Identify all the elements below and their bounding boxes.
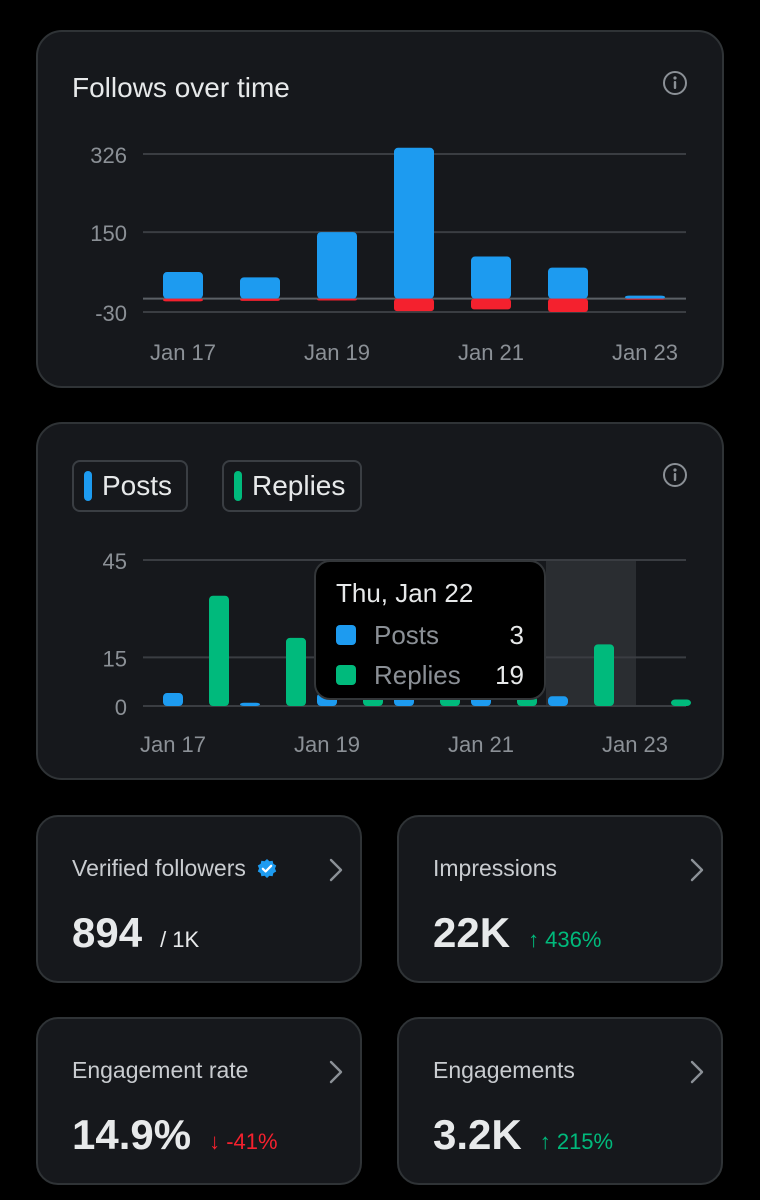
metric-value-row: 3.2K ↑ 215% bbox=[433, 1111, 613, 1159]
follows-chart-title: Follows over time bbox=[72, 72, 290, 103]
follows-bar bbox=[548, 267, 588, 299]
follows-bar bbox=[317, 232, 357, 299]
replies-swatch bbox=[234, 471, 242, 501]
chevron-right-icon bbox=[690, 1060, 704, 1084]
tooltip-date: Thu, Jan 22 bbox=[336, 578, 474, 608]
metric-title: Engagements bbox=[433, 1057, 575, 1084]
replies-bar bbox=[209, 595, 229, 706]
legend-replies-toggle[interactable]: Replies bbox=[222, 460, 362, 512]
y-tick-label: 0 bbox=[115, 695, 127, 720]
x-tick-label: Jan 23 bbox=[612, 340, 678, 365]
tooltip-posts-label: Posts bbox=[374, 619, 440, 650]
chevron-right-icon bbox=[329, 858, 343, 882]
unfollows-bar bbox=[625, 298, 665, 300]
follows-chart: 326 150 -30 Jan 17 Jan 19 Jan 21 Jan 23 bbox=[90, 143, 686, 365]
metric-value-row: 22K ↑ 436% bbox=[433, 909, 601, 957]
metric-title-text: Engagements bbox=[433, 1057, 575, 1083]
posts-bar bbox=[548, 696, 568, 706]
metric-change: ↑ 215% bbox=[539, 1129, 614, 1154]
chart-tooltip: Thu, Jan 22 Posts 3 Replies 19 bbox=[314, 560, 546, 700]
metric-value: 894 bbox=[72, 909, 143, 956]
replies-bar bbox=[286, 637, 306, 706]
replies-bar bbox=[594, 644, 614, 706]
tooltip-posts-value: 3 bbox=[509, 619, 524, 650]
tooltip-replies-value: 19 bbox=[495, 659, 524, 690]
legend-replies-label: Replies bbox=[252, 470, 346, 501]
metric-title: Impressions bbox=[433, 855, 557, 882]
metric-change: ↑ 436% bbox=[528, 927, 602, 952]
legend-posts-label: Posts bbox=[102, 470, 173, 501]
replies-bar bbox=[671, 699, 691, 706]
follows-over-time-card: Follows over time 326 150 -30 Jan 17 Jan 19 J… bbox=[36, 30, 724, 388]
legend-posts-toggle[interactable]: Posts bbox=[72, 460, 188, 512]
verified-badge-icon bbox=[257, 858, 277, 878]
engagement-rate-card[interactable]: Engagement rate 14.9% ↓ -41% bbox=[36, 1017, 362, 1185]
x-tick-label: Jan 19 bbox=[304, 340, 370, 365]
tooltip-replies-label: Replies bbox=[374, 659, 461, 690]
tooltip-posts-swatch bbox=[336, 625, 356, 645]
tooltip-replies-row: Replies 19 bbox=[336, 658, 524, 692]
metric-change: ↓ -41% bbox=[209, 1129, 278, 1154]
posts-replies-chart[interactable]: 45 15 0 Jan 17 Jan 19 Jan 21 Jan 23 bbox=[38, 424, 726, 782]
posts-bar bbox=[240, 702, 260, 706]
y-tick-label: 326 bbox=[90, 143, 127, 168]
y-tick-label: 45 bbox=[103, 549, 127, 574]
unfollows-bar bbox=[317, 298, 357, 301]
x-tick-label: Jan 19 bbox=[294, 732, 360, 757]
metric-value-row: 14.9% ↓ -41% bbox=[72, 1111, 278, 1159]
follows-bar bbox=[240, 277, 280, 299]
metric-title-text: Engagement rate bbox=[72, 1057, 249, 1083]
engagements-card[interactable]: Engagements 3.2K ↑ 215% bbox=[397, 1017, 723, 1185]
unfollows-bar bbox=[240, 298, 280, 301]
metric-title: Engagement rate bbox=[72, 1057, 248, 1084]
tooltip-replies-swatch bbox=[336, 665, 356, 685]
unfollows-bar bbox=[163, 298, 203, 302]
y-tick-label: 150 bbox=[90, 221, 127, 246]
chevron-right-icon bbox=[329, 1060, 343, 1084]
tooltip-posts-row: Posts 3 bbox=[336, 618, 524, 652]
metric-value: 14.9% bbox=[72, 1111, 192, 1158]
metric-value-row: 894 / 1K bbox=[72, 909, 199, 957]
posts-replies-card: Posts Replies 45 15 0 Jan 17 Jan 19 Jan 21 Jan… bbox=[36, 422, 724, 780]
follows-bar bbox=[471, 256, 511, 299]
posts-swatch bbox=[84, 471, 92, 501]
y-tick-label: 15 bbox=[103, 646, 127, 671]
metric-value: 3.2K bbox=[433, 1111, 522, 1158]
unfollows-bar bbox=[548, 298, 588, 312]
impressions-card[interactable]: Impressions 22K ↑ 436% bbox=[397, 815, 723, 983]
metric-title-text: Impressions bbox=[433, 855, 557, 881]
unfollows-bar bbox=[394, 298, 434, 312]
x-tick-label: Jan 23 bbox=[602, 732, 668, 757]
info-icon[interactable] bbox=[662, 70, 688, 96]
metric-value: 22K bbox=[433, 909, 511, 956]
follows-bar bbox=[163, 272, 203, 299]
x-tick-label: Jan 21 bbox=[448, 732, 514, 757]
metric-suffix: / 1K bbox=[160, 927, 200, 952]
follows-bar bbox=[625, 295, 665, 299]
posts-bar bbox=[163, 693, 183, 706]
x-tick-label: Jan 21 bbox=[458, 340, 524, 365]
x-tick-label: Jan 17 bbox=[150, 340, 216, 365]
info-icon[interactable] bbox=[662, 462, 688, 488]
highlight-column bbox=[546, 560, 636, 706]
metric-title-text: Verified followers bbox=[72, 855, 246, 881]
metric-title: Verified followers bbox=[72, 855, 278, 882]
x-tick-label: Jan 17 bbox=[140, 732, 206, 757]
unfollows-bar bbox=[471, 298, 511, 310]
chevron-right-icon bbox=[690, 858, 704, 882]
y-tick-label: -30 bbox=[95, 301, 127, 326]
verified-followers-card[interactable]: Verified followers 894 / 1K bbox=[36, 815, 362, 983]
follows-bar bbox=[394, 147, 434, 299]
